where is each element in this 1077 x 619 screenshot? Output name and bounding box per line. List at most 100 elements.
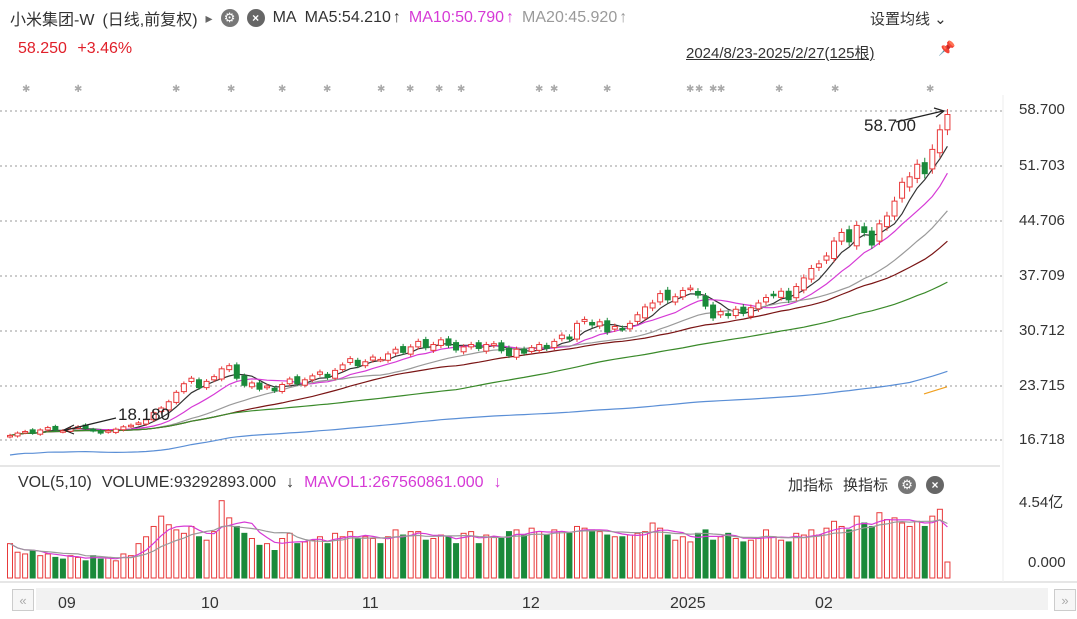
close-icon[interactable]: × [926, 475, 945, 494]
volume-bar [415, 531, 422, 579]
volume-bar [7, 543, 13, 579]
x-tick: 11 [362, 595, 379, 612]
volume-bar [279, 537, 286, 579]
candle [475, 342, 482, 349]
gear-icon[interactable]: ⚙ [898, 475, 917, 494]
volume-bar [725, 532, 732, 579]
scroll-right-icon[interactable]: » [1054, 589, 1076, 611]
volume-bar [233, 525, 240, 579]
candle [687, 287, 694, 291]
candle [112, 428, 119, 433]
candle [180, 383, 187, 393]
volume-bar [483, 534, 490, 579]
volume-bar [543, 534, 550, 579]
candle [233, 364, 240, 379]
volume-tools: 加指标 换指标 ⚙ × [788, 474, 945, 495]
volume-bar [362, 536, 369, 579]
candle [332, 369, 339, 379]
volume-bar [634, 532, 641, 579]
volume-bar [747, 539, 754, 579]
volume-bar [211, 531, 218, 579]
candle [770, 293, 777, 297]
switch-indicator-button[interactable]: 换指标 [843, 477, 889, 494]
ma-label: MA [272, 9, 297, 26]
candle [717, 311, 724, 316]
date-range[interactable]: 2024/8/23-2025/2/27(125根) [686, 45, 875, 62]
volume-bar [475, 543, 482, 579]
price-change: 58.250 +3.46% [18, 40, 132, 58]
volume-bar [385, 536, 391, 579]
ma20-line [9, 210, 948, 436]
ma-settings-button[interactable]: 设置均线 ⌄ [870, 11, 947, 28]
mavol10-line [9, 519, 948, 559]
event-marker-icon: ✱ [278, 84, 286, 95]
candle [445, 338, 452, 346]
event-marker-icon: ✱ [435, 84, 443, 95]
candle [226, 365, 233, 371]
timeline-scrollbar[interactable] [36, 588, 1048, 610]
event-marker-icon: ✱ [695, 84, 703, 95]
y-tick: 30.712 [1019, 322, 1065, 339]
chart-mode[interactable]: (日线,前复权) [102, 12, 198, 29]
volume-bar [944, 561, 951, 579]
candle [793, 286, 800, 299]
candle [596, 321, 603, 327]
volume-bar [120, 553, 127, 579]
candle [301, 379, 308, 386]
candle [143, 419, 150, 425]
volume-bar [626, 534, 633, 579]
gear-icon[interactable]: ⚙ [220, 9, 239, 27]
volume-bar [490, 536, 497, 579]
candle [702, 295, 709, 307]
candle [324, 373, 331, 378]
candle [354, 359, 361, 367]
volume-bar [22, 553, 29, 579]
volume-bar [664, 534, 671, 579]
volume-bar [271, 550, 278, 579]
volume-bar [596, 531, 603, 579]
volume-bar [763, 529, 769, 579]
ma10-line [9, 172, 948, 436]
y-tick: 37.709 [1019, 267, 1065, 284]
candle [248, 382, 255, 388]
vol-label[interactable]: VOL(5,10) [18, 474, 92, 491]
stock-title[interactable]: 小米集团-W [10, 12, 95, 29]
volume-bar [823, 527, 830, 579]
close-icon[interactable]: × [246, 9, 265, 27]
candle [362, 361, 369, 367]
x-tick: 09 [58, 595, 76, 612]
volume-bar [528, 527, 535, 579]
add-indicator-button[interactable]: 加指标 [788, 477, 834, 494]
candle [271, 387, 278, 392]
candle [778, 290, 785, 298]
volume-bar [649, 522, 656, 579]
volume-value: VOLUME:93292893.000 [101, 474, 277, 491]
volume-bar [679, 536, 686, 579]
volume-bar [702, 529, 709, 579]
volume-bar [498, 537, 505, 579]
y-tick: 58.700 [1019, 101, 1065, 118]
volume-bar [785, 541, 792, 579]
candle [551, 340, 558, 349]
candle [173, 391, 180, 403]
candle [747, 307, 754, 317]
candle [120, 426, 127, 431]
y-tick: 16.718 [1019, 431, 1065, 448]
volume-bar [778, 539, 785, 579]
volume-bar [369, 537, 376, 579]
ma20-arrow-icon: ↑ [619, 9, 628, 26]
volume-bar [558, 531, 565, 579]
volume-bar [347, 531, 354, 579]
candle [385, 353, 391, 361]
candle [558, 334, 565, 340]
volume-bar [430, 537, 437, 579]
scroll-left-icon[interactable]: « [12, 589, 34, 611]
volume-bar [339, 536, 346, 579]
candle [815, 263, 822, 268]
volume-bar [936, 508, 943, 579]
volume-bar [831, 520, 838, 579]
expand-arrow-icon[interactable]: ▸ [205, 9, 213, 26]
high-annotation: 58.700 [864, 116, 916, 135]
pin-icon[interactable]: 📌 [938, 40, 956, 56]
